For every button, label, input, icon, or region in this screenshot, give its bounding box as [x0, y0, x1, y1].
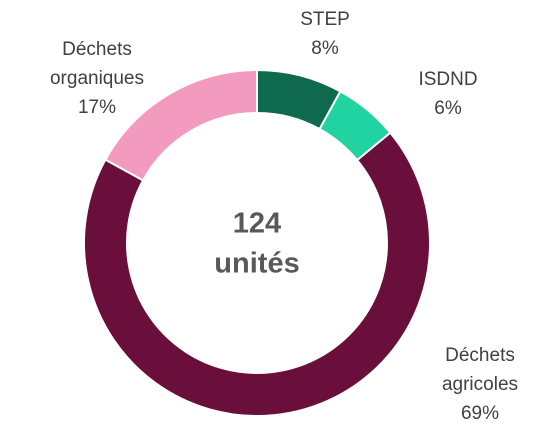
center-text: unités: [214, 248, 299, 280]
category-label: STEP: [300, 9, 350, 30]
donut-segment: [104, 68, 258, 182]
center-text: 124: [233, 208, 281, 240]
value-label: 8%: [311, 38, 339, 59]
segment-label: ISDND 6%: [418, 69, 477, 119]
segment-label: Déchets organiques 17%: [50, 39, 144, 118]
value-label: 17%: [78, 97, 116, 118]
segment-label: STEP 8%: [300, 9, 350, 59]
value-label: 69%: [461, 403, 499, 424]
segment-label: Déchets agricoles 69%: [442, 345, 518, 424]
value-label: 6%: [434, 98, 462, 119]
donut-segment: [83, 131, 431, 417]
category-label: Déchets agricoles: [442, 345, 518, 395]
category-label: Déchets organiques: [50, 39, 144, 89]
category-label: ISDND: [418, 69, 477, 90]
